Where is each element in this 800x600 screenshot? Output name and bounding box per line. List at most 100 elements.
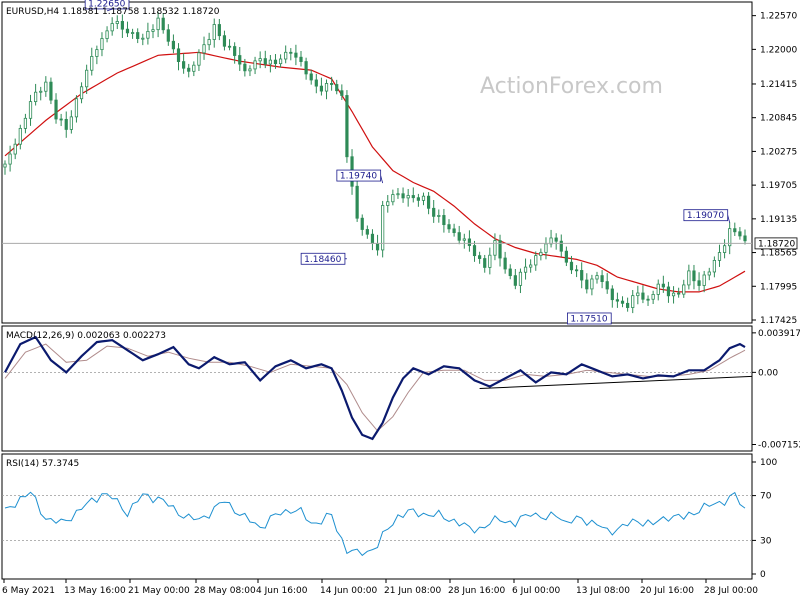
candle-body xyxy=(44,81,48,92)
candle-body xyxy=(743,235,747,242)
candle-body xyxy=(641,292,645,300)
candle-body xyxy=(728,228,732,247)
rsi-panel-frame xyxy=(1,453,753,580)
x-tick-label: 20 Jul 16:00 xyxy=(640,586,694,596)
candle-body xyxy=(462,238,466,241)
candle-body xyxy=(268,59,272,65)
rsi-line xyxy=(4,491,746,557)
annotation-label: 1.17510 xyxy=(570,314,607,324)
annotation-box xyxy=(84,0,130,10)
candle-body xyxy=(125,28,130,34)
price-tick-label: 1.20275 xyxy=(760,147,797,157)
rsi-tick-label: 0 xyxy=(760,570,766,580)
candle-body xyxy=(615,299,620,302)
annotation-label: 1.19070 xyxy=(687,211,724,221)
candle-body xyxy=(692,270,696,282)
candle-body xyxy=(452,228,456,234)
candle-body xyxy=(590,278,594,290)
candle-body xyxy=(110,23,114,32)
watermark: ActionForex.com xyxy=(480,74,663,99)
x-tick-label: 28 Jul 00:00 xyxy=(704,586,758,596)
candle-body xyxy=(687,270,691,286)
candle-body xyxy=(442,215,446,226)
rsi-title: RSI(14) 57.3745 xyxy=(6,459,79,469)
current-price-box xyxy=(754,237,798,250)
macd-trend xyxy=(479,375,753,389)
candle-body xyxy=(207,39,211,46)
x-tick-label: 21 May 00:00 xyxy=(128,586,190,596)
candle-body xyxy=(360,217,364,230)
price-tick-label: 1.19705 xyxy=(760,181,797,191)
x-tick-label: 6 May 2021 xyxy=(2,586,55,596)
candle-body xyxy=(610,288,614,301)
x-tick-label: 6 Jul 00:00 xyxy=(512,586,561,596)
candle-body xyxy=(513,275,517,286)
macd-y-axis: 0.003917 0.00 -0.007152 xyxy=(752,329,800,450)
candle-body xyxy=(518,271,523,286)
candle-body xyxy=(39,90,43,93)
candle-body xyxy=(646,298,650,301)
candle-body xyxy=(677,292,681,295)
candle-body xyxy=(534,255,538,266)
macd-tick-label: -0.007152 xyxy=(758,440,800,450)
x-tick-label: 21 Jun 08:00 xyxy=(384,586,441,596)
x-tick-label: 28 Jun 16:00 xyxy=(448,586,505,596)
candle-body xyxy=(483,258,487,268)
candle-body xyxy=(105,30,109,39)
candle-body xyxy=(529,264,533,268)
candle-body xyxy=(738,231,742,237)
price-tick-label: 1.18565 xyxy=(760,249,797,259)
candle-body xyxy=(564,250,568,263)
candle-body xyxy=(697,280,701,286)
candle-body xyxy=(559,240,563,252)
candle-body xyxy=(324,83,329,92)
macd-trendline xyxy=(479,375,753,389)
candle-body xyxy=(151,29,155,32)
candle-body xyxy=(100,38,104,51)
candle-body xyxy=(523,266,528,273)
candle-body xyxy=(197,52,201,66)
candle-body xyxy=(28,101,33,119)
candle-body xyxy=(304,61,308,75)
candle-body xyxy=(636,292,640,297)
candle-body xyxy=(59,118,63,121)
candle-body xyxy=(278,58,283,65)
candle-body xyxy=(391,194,395,203)
candle-body xyxy=(8,153,12,165)
candle-body xyxy=(273,59,278,65)
ma-series xyxy=(4,51,746,293)
price-tick-label: 1.22570 xyxy=(760,12,797,22)
x-axis: 6 May 2021 13 May 16:00 21 May 00:00 28 May… xyxy=(2,579,758,596)
candle-body xyxy=(115,21,119,24)
candle-body xyxy=(682,284,686,295)
candle-body xyxy=(176,48,181,62)
candle-body xyxy=(539,251,543,256)
candle-body xyxy=(411,195,415,199)
candle-body xyxy=(467,238,472,246)
price-tick-label: 1.20845 xyxy=(760,114,797,124)
candle-body xyxy=(335,84,339,92)
candle-body xyxy=(253,60,257,70)
candle-body xyxy=(187,67,191,72)
candle-body xyxy=(651,294,655,300)
candle-body xyxy=(238,55,242,65)
price-y-axis: 1.22570 1.22000 1.21415 1.20845 1.20275 1.197… xyxy=(752,12,797,326)
candle-body xyxy=(406,195,410,199)
candle-body xyxy=(585,279,589,290)
candle-body xyxy=(717,252,722,261)
candle-body xyxy=(472,245,477,257)
macd-tick-label: 0.003917 xyxy=(758,329,800,339)
candle-body xyxy=(212,24,216,40)
candle-body xyxy=(666,286,671,297)
candle-body xyxy=(248,68,252,72)
annotation-box xyxy=(300,252,346,265)
candle-body xyxy=(421,195,426,201)
x-tick-label: 13 Jul 08:00 xyxy=(576,586,630,596)
x-tick-label: 4 Jun 16:00 xyxy=(256,586,308,596)
candle-body xyxy=(620,300,625,304)
candle-body xyxy=(217,24,221,37)
candle-body xyxy=(554,237,558,242)
rsi-tick-label: 70 xyxy=(760,492,772,502)
candle-body xyxy=(707,271,711,276)
rsi-y-axis: 100 70 30 0 xyxy=(752,458,777,580)
